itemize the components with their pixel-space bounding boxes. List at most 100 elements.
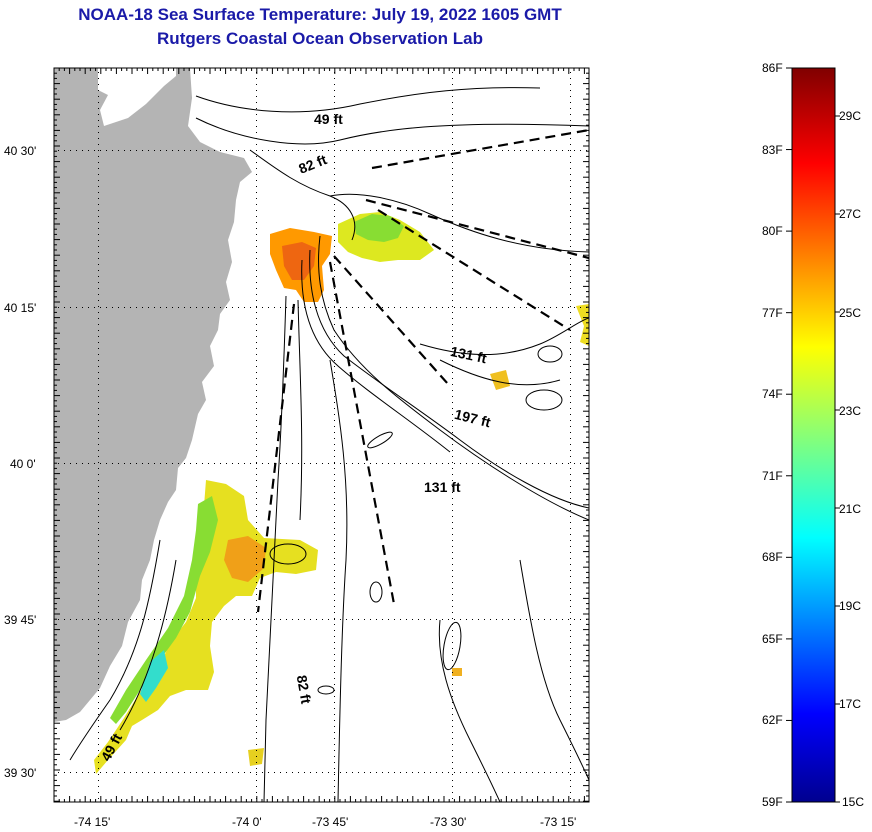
graticule-dot (442, 150, 443, 151)
graticule-dot (412, 150, 413, 151)
graticule-dot (334, 546, 335, 547)
graticule-dot (100, 463, 101, 464)
colorbar-label-f: 86F (762, 61, 783, 75)
graticule-dot (570, 462, 571, 463)
graticule-dot (166, 150, 167, 151)
graticule-dot (364, 619, 365, 620)
graticule-dot (570, 414, 571, 415)
graticule-dot (570, 744, 571, 745)
graticule-dot (570, 336, 571, 337)
graticule-dot (452, 570, 453, 571)
graticule-dot (580, 463, 581, 464)
graticule-dot (256, 114, 257, 115)
graticule-dot (334, 210, 335, 211)
graticule-dot (98, 630, 99, 631)
graticule-dot (570, 624, 571, 625)
graticule-dot (334, 114, 335, 115)
graticule-dot (298, 772, 299, 773)
graticule-dot (190, 619, 191, 620)
graticule-dot (424, 619, 425, 620)
graticule-dot (452, 798, 453, 799)
graticule-dot (256, 588, 257, 589)
graticule-dot (256, 690, 257, 691)
graticule-dot (452, 420, 453, 421)
graticule-dot (88, 307, 89, 308)
graticule-dot (544, 463, 545, 464)
graticule-dot (400, 307, 401, 308)
graticule-dot (346, 772, 347, 773)
graticule-dot (256, 408, 257, 409)
graticule-dot (98, 120, 99, 121)
graticule-dot (466, 307, 467, 308)
graticule-dot (334, 102, 335, 103)
graticule-dot (208, 619, 209, 620)
colorbar-label-c: 29C (839, 109, 861, 123)
graticule-dot (148, 619, 149, 620)
graticule-dot (452, 624, 453, 625)
graticule-dot (98, 654, 99, 655)
graticule-dot (570, 588, 571, 589)
graticule-dot (406, 150, 407, 151)
graticule-dot (98, 342, 99, 343)
graticule-dot (98, 108, 99, 109)
graticule-dot (196, 307, 197, 308)
graticule-dot (334, 408, 335, 409)
graticule-dot (130, 307, 131, 308)
graticule-dot (256, 619, 257, 620)
graticule-dot (490, 619, 491, 620)
graticule-dot (82, 772, 83, 773)
graticule-dot (568, 307, 569, 308)
graticule-dot (452, 372, 453, 373)
graticule-dot (452, 780, 453, 781)
graticule-dot (452, 264, 453, 265)
graticule-dot (334, 186, 335, 187)
graticule-dot (238, 619, 239, 620)
graticule-dot (460, 307, 461, 308)
graticule-dot (256, 498, 257, 499)
graticule-dot (452, 564, 453, 565)
graticule-dot (98, 270, 99, 271)
graticule-dot (452, 618, 453, 619)
graticule-dot (334, 504, 335, 505)
graticule-dot (154, 772, 155, 773)
graticule-dot (452, 96, 453, 97)
graticule-dot (334, 624, 335, 625)
graticule-dot (436, 150, 437, 151)
graticule-dot (98, 774, 99, 775)
graticule-dot (570, 576, 571, 577)
graticule-dot (452, 510, 453, 511)
graticule-dot (98, 336, 99, 337)
graticule-dot (98, 150, 99, 151)
graticule-dot (490, 772, 491, 773)
graticule-dot (112, 307, 113, 308)
graticule-dot (570, 138, 571, 139)
graticule-dot (570, 102, 571, 103)
graticule-dot (452, 348, 453, 349)
colorbar-label-c: 21C (839, 502, 861, 516)
graticule-dot (256, 156, 257, 157)
graticule-dot (570, 408, 571, 409)
graticule-dot (256, 312, 257, 313)
graticule-dot (334, 732, 335, 733)
graticule-dot (570, 708, 571, 709)
graticule-dot (570, 264, 571, 265)
graticule-dot (250, 463, 251, 464)
graticule-dot (160, 307, 161, 308)
graticule-dot (256, 612, 257, 613)
graticule-dot (472, 307, 473, 308)
graticule-dot (334, 120, 335, 121)
graticule-dot (544, 619, 545, 620)
graticule-dot (232, 619, 233, 620)
colorbar-fahrenheit-labels: 86F 83F 80F 77F 74F 71F 68F 65F 62F 59F (762, 61, 783, 809)
graticule-dot (382, 307, 383, 308)
graticule-dot (424, 150, 425, 151)
graticule-dot (214, 772, 215, 773)
graticule-dot (556, 150, 557, 151)
graticule-dot (334, 150, 335, 151)
graticule-dot (452, 72, 453, 73)
graticule-dot (334, 630, 335, 631)
graticule-dot (334, 324, 335, 325)
graticule-dot (452, 576, 453, 577)
graticule-dot (570, 276, 571, 277)
graticule-dot (570, 726, 571, 727)
